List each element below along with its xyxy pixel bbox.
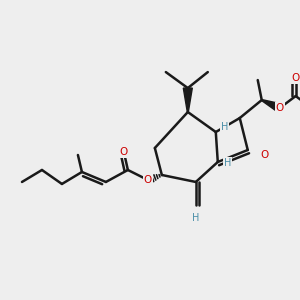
Text: H: H [192,213,200,223]
Text: O: O [120,147,128,157]
Text: O: O [276,103,284,113]
Polygon shape [183,88,192,112]
Polygon shape [262,100,282,112]
Text: H: H [224,158,232,168]
Text: O: O [261,150,269,160]
Text: O: O [292,73,300,83]
Text: O: O [144,175,152,185]
Text: H: H [221,122,229,132]
